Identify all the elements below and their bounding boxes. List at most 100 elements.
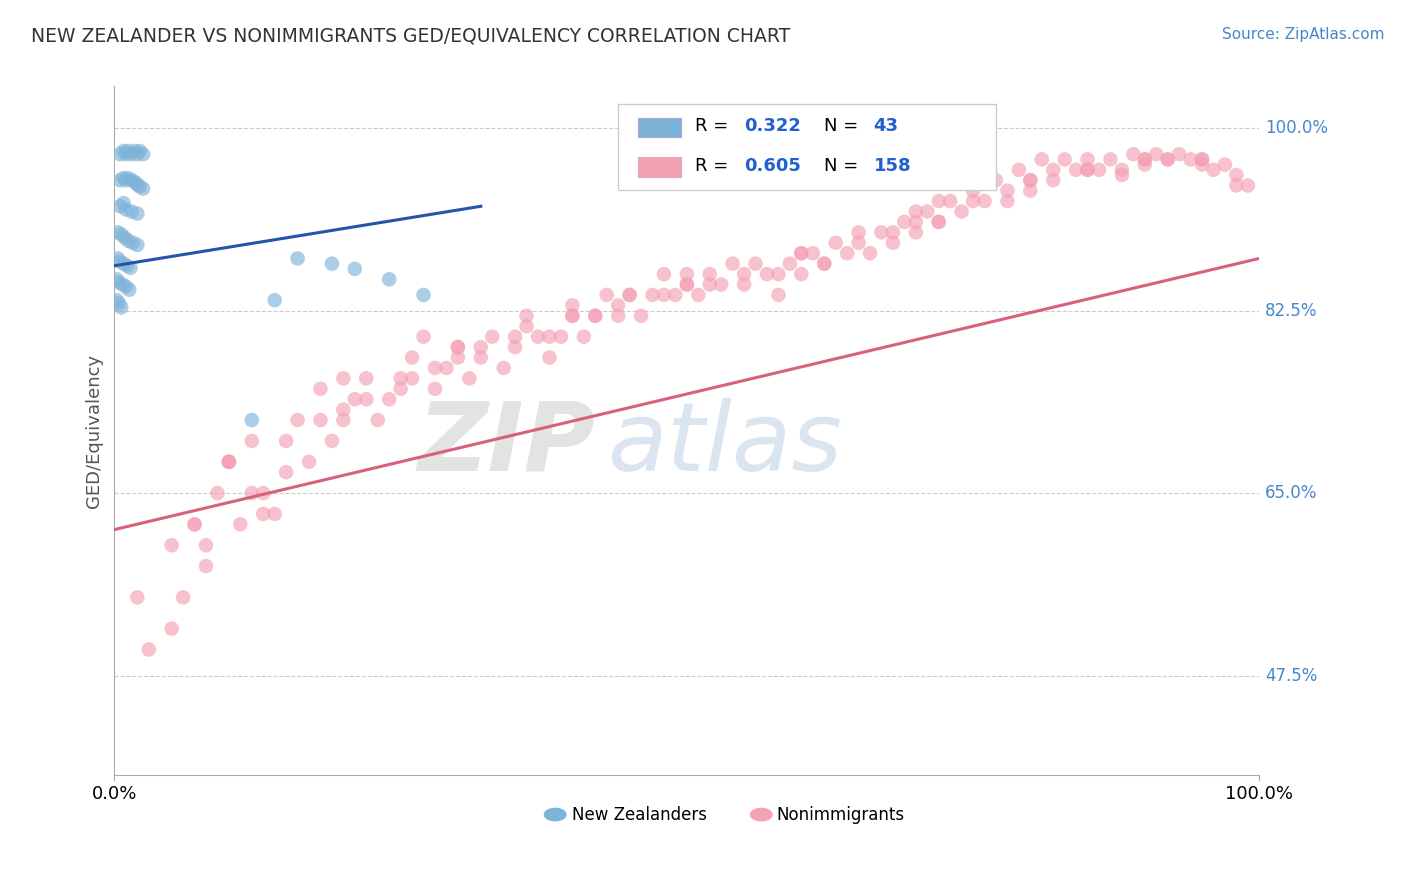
Point	[332, 413, 354, 427]
Point	[790, 246, 813, 260]
Point	[859, 246, 882, 260]
Point	[218, 455, 240, 469]
Point	[676, 277, 699, 292]
Point	[229, 517, 252, 532]
Point	[928, 215, 950, 229]
Point	[127, 147, 149, 161]
Point	[837, 246, 859, 260]
Point	[997, 184, 1019, 198]
Point	[117, 171, 139, 186]
Point	[962, 194, 984, 208]
Point	[423, 382, 446, 396]
Point	[1168, 147, 1191, 161]
Point	[492, 360, 515, 375]
Point	[984, 173, 1007, 187]
Circle shape	[544, 807, 567, 822]
Point	[110, 301, 132, 315]
Point	[630, 309, 652, 323]
Point	[641, 288, 664, 302]
Point	[115, 259, 138, 273]
Point	[447, 340, 470, 354]
Y-axis label: GED/Equivalency: GED/Equivalency	[86, 353, 103, 508]
Text: New Zealanders: New Zealanders	[572, 805, 707, 823]
Point	[207, 486, 229, 500]
Point	[263, 507, 285, 521]
Point	[160, 538, 183, 552]
Point	[108, 199, 131, 213]
Point	[114, 230, 136, 244]
Point	[112, 196, 135, 211]
Point	[756, 267, 779, 281]
Point	[1053, 153, 1076, 167]
Point	[121, 147, 143, 161]
Point	[1157, 153, 1180, 167]
Point	[1088, 162, 1111, 177]
Point	[1064, 162, 1087, 177]
Point	[132, 147, 155, 161]
Text: 0.605: 0.605	[744, 157, 801, 175]
Point	[572, 329, 595, 343]
Point	[768, 267, 790, 281]
Point	[127, 206, 149, 220]
Point	[1111, 168, 1133, 182]
Point	[824, 235, 846, 250]
Point	[1111, 162, 1133, 177]
Point	[904, 204, 927, 219]
Point	[699, 277, 721, 292]
Point	[721, 257, 744, 271]
Point	[779, 257, 801, 271]
Text: 100.0%: 100.0%	[1265, 119, 1329, 137]
Point	[583, 309, 606, 323]
Point	[744, 257, 766, 271]
Point	[423, 360, 446, 375]
Point	[1191, 158, 1213, 172]
Point	[1077, 153, 1099, 167]
Point	[138, 642, 160, 657]
Point	[252, 486, 274, 500]
Point	[447, 340, 470, 354]
Text: N =: N =	[824, 157, 865, 175]
FancyBboxPatch shape	[619, 103, 995, 190]
Point	[1237, 178, 1260, 193]
Point	[917, 204, 939, 219]
Point	[1133, 158, 1156, 172]
Point	[108, 276, 131, 290]
Point	[128, 144, 150, 158]
Point	[124, 144, 146, 158]
Point	[127, 591, 149, 605]
Point	[1019, 184, 1042, 198]
Point	[904, 215, 927, 229]
Point	[195, 559, 218, 574]
Point	[240, 434, 263, 448]
Point	[503, 329, 526, 343]
Point	[309, 413, 332, 427]
Text: Source: ZipAtlas.com: Source: ZipAtlas.com	[1222, 27, 1385, 42]
Point	[561, 298, 583, 312]
Point	[1031, 153, 1053, 167]
Point	[276, 434, 298, 448]
Point	[458, 371, 481, 385]
Point	[1042, 173, 1064, 187]
Point	[108, 173, 131, 187]
Point	[470, 351, 492, 365]
Point	[115, 173, 138, 187]
Point	[699, 267, 721, 281]
Point	[928, 194, 950, 208]
Point	[710, 277, 733, 292]
Point	[343, 392, 366, 407]
Point	[127, 238, 149, 252]
Point	[107, 252, 129, 266]
Point	[733, 277, 755, 292]
Point	[1077, 162, 1099, 177]
Text: R =: R =	[695, 117, 734, 135]
Point	[120, 260, 142, 275]
Point	[652, 288, 675, 302]
Point	[160, 622, 183, 636]
Point	[538, 351, 561, 365]
Point	[115, 202, 138, 217]
Point	[950, 204, 973, 219]
Point	[401, 371, 423, 385]
Point	[893, 215, 915, 229]
Point	[240, 486, 263, 500]
Point	[470, 340, 492, 354]
